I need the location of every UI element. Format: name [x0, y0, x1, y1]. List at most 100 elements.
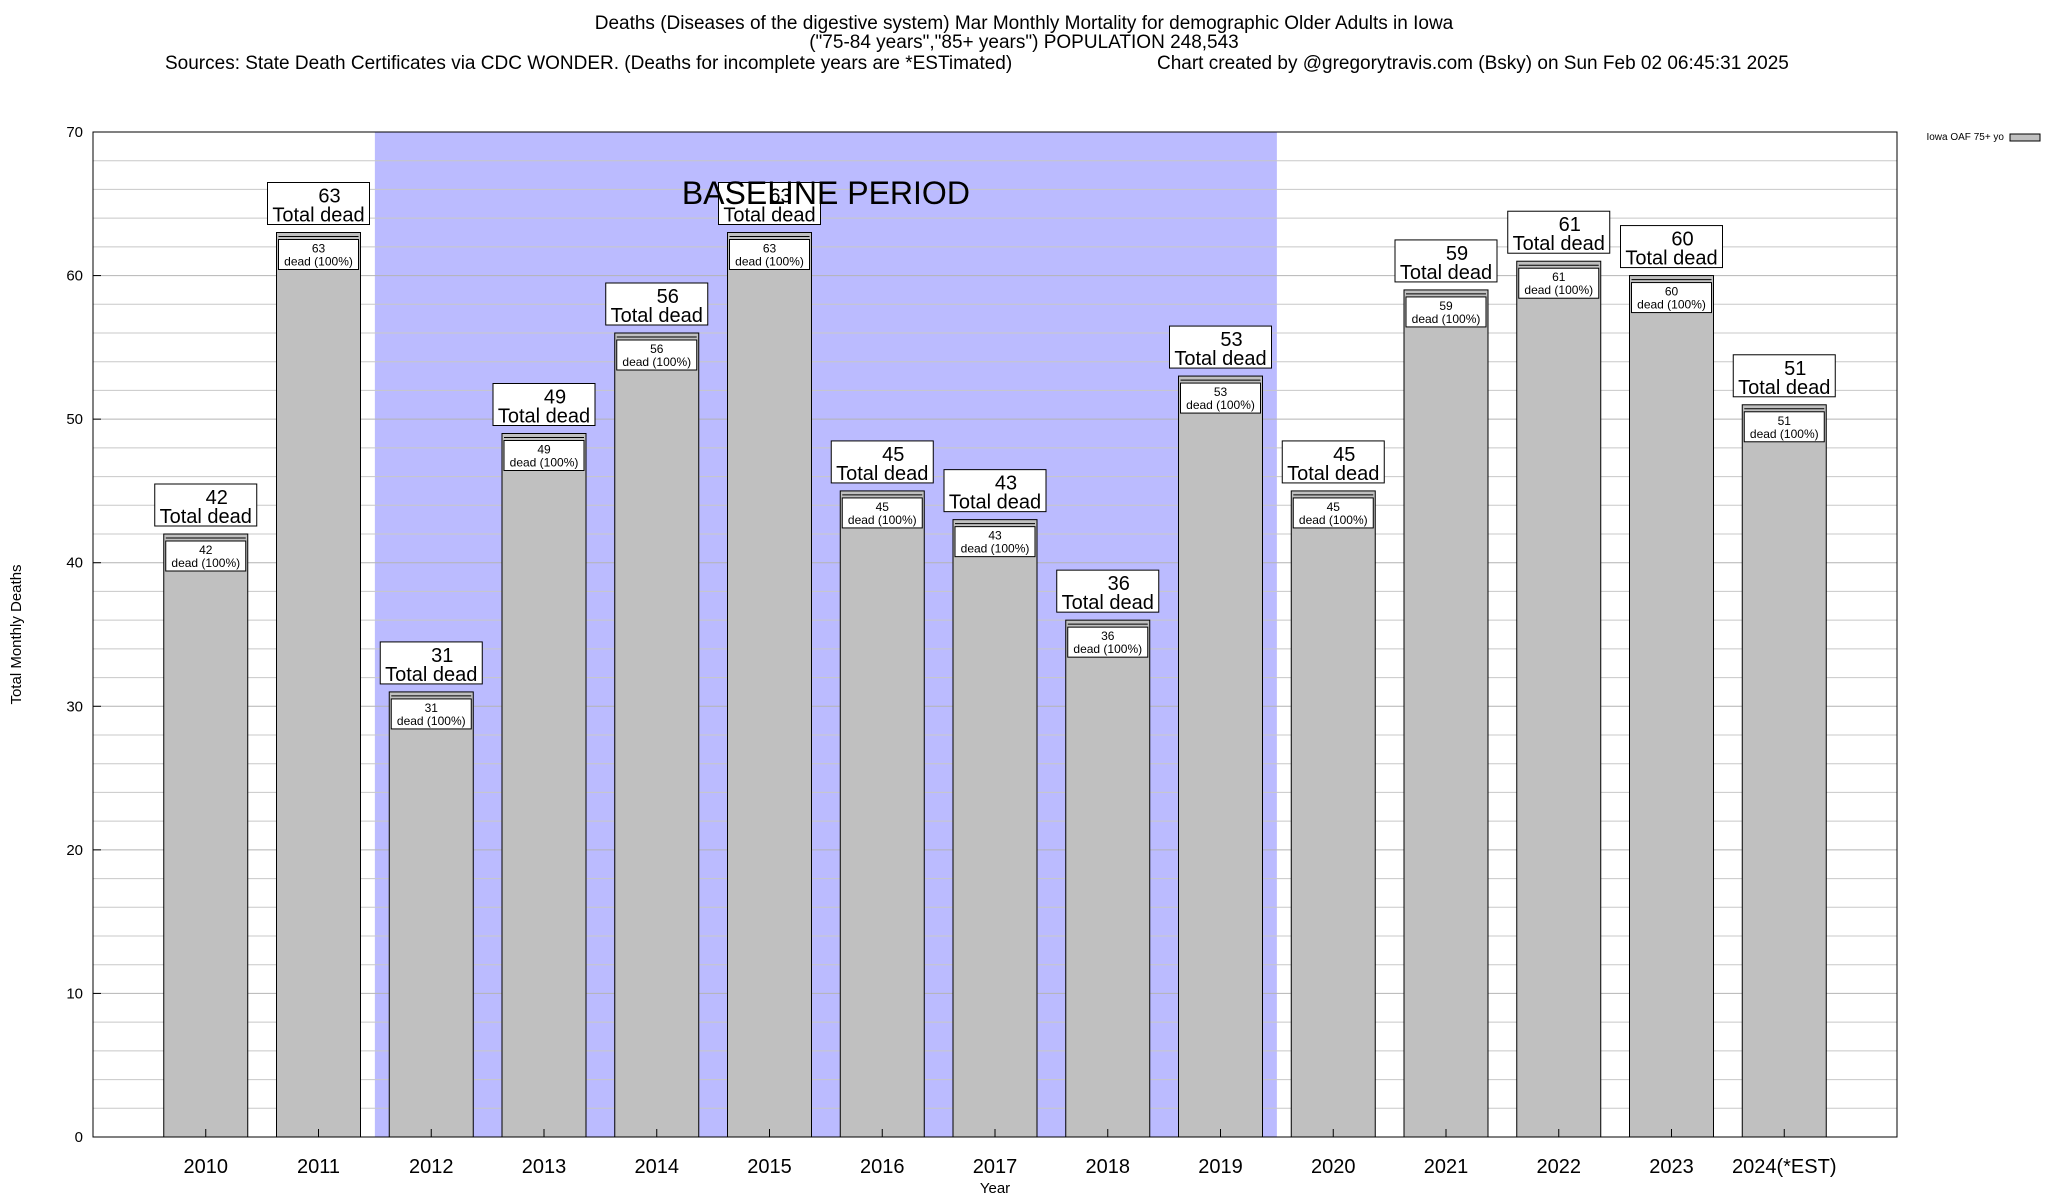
inner-value-label: 45 — [876, 500, 890, 514]
inner-percent-label: dead (100%) — [1750, 427, 1819, 441]
y-tick-label: 20 — [66, 842, 83, 859]
inner-percent-label: dead (100%) — [1299, 513, 1368, 527]
x-tick-label: 2012 — [409, 1156, 454, 1178]
total-dead-label: Total dead — [385, 664, 477, 686]
total-value-label: 59 — [1446, 243, 1468, 265]
inner-value-label: 45 — [1327, 500, 1341, 514]
credit-text: Chart created by @gregorytravis.com (Bsk… — [1157, 53, 1789, 74]
total-value-label: 63 — [318, 186, 340, 208]
chart-title-line-2: ("75-84 years","85+ years") POPULATION 2… — [809, 32, 1239, 53]
total-dead-label: Total dead — [723, 205, 815, 227]
inner-label-box — [503, 440, 585, 471]
bar-2017 — [952, 519, 1038, 1138]
bar-2013 — [501, 433, 587, 1138]
total-label-box — [718, 182, 821, 225]
x-tick-label: 2024(*EST) — [1732, 1156, 1837, 1178]
inner-value-label: 59 — [1439, 299, 1453, 313]
total-dead-label: Total dead — [272, 205, 364, 227]
sources-text: Sources: State Death Certificates via CD… — [165, 53, 1013, 74]
inner-percent-label: dead (100%) — [848, 513, 917, 527]
inner-value-label: 53 — [1214, 385, 1228, 399]
total-label-box — [1281, 440, 1385, 484]
total-value-label: 45 — [1333, 444, 1355, 466]
y-tick-label: 70 — [66, 124, 83, 141]
x-tick-label: 2019 — [1198, 1156, 1243, 1178]
total-value-label: 43 — [995, 473, 1017, 495]
x-tick-label: 2013 — [522, 1156, 567, 1178]
bar-2011 — [276, 232, 361, 1138]
total-dead-label: Total dead — [1062, 592, 1154, 614]
total-dead-label: Total dead — [949, 492, 1041, 514]
inner-value-label: 63 — [312, 242, 326, 256]
inner-label-box — [165, 540, 247, 572]
total-label-box — [154, 483, 258, 527]
inner-label-box — [729, 239, 810, 270]
total-value-label: 31 — [431, 645, 453, 667]
inner-percent-label: dead (100%) — [284, 255, 353, 269]
bar-2016 — [839, 490, 925, 1138]
total-value-label: 60 — [1671, 229, 1693, 251]
inner-label-box — [1180, 382, 1261, 414]
x-tick-label: 2016 — [860, 1156, 905, 1178]
total-label-box — [830, 440, 934, 484]
total-dead-label: Total dead — [1400, 262, 1492, 284]
total-label-box — [1507, 210, 1611, 254]
inner-label-box — [1067, 626, 1149, 658]
plot-frame — [92, 131, 1898, 1138]
inner-percent-label: dead (100%) — [1186, 398, 1255, 412]
total-label-box — [1056, 569, 1160, 613]
inner-value-label: 51 — [1778, 414, 1792, 428]
total-dead-label: Total dead — [498, 406, 590, 428]
bar-2021 — [1403, 289, 1489, 1138]
y-tick-label: 30 — [66, 698, 83, 715]
inner-percent-label: dead (100%) — [622, 355, 691, 369]
x-tick-label: 2017 — [973, 1156, 1018, 1178]
x-tick-label: 2018 — [1086, 1156, 1131, 1178]
inner-percent-label: dead (100%) — [961, 542, 1030, 556]
bar-2023 — [1629, 275, 1714, 1138]
bar-2020 — [1290, 490, 1376, 1138]
y-tick-label: 10 — [66, 985, 83, 1002]
total-value-label: 53 — [1220, 329, 1242, 351]
total-value-label: 61 — [1559, 214, 1581, 236]
inner-percent-label: dead (100%) — [1412, 312, 1481, 326]
total-dead-label: Total dead — [611, 305, 703, 327]
total-value-label: 36 — [1108, 573, 1130, 595]
x-tick-label: 2014 — [635, 1156, 680, 1178]
inner-value-label: 42 — [199, 543, 213, 557]
x-tick-label: 2020 — [1311, 1156, 1356, 1178]
inner-label-box — [1518, 267, 1600, 299]
total-dead-label: Total dead — [1287, 463, 1379, 485]
y-axis-label: Total Monthly Deaths — [8, 564, 25, 704]
inner-value-label: 36 — [1101, 629, 1115, 643]
chart-title: Deaths (Diseases of the digestive system… — [0, 14, 2048, 52]
bar-2022 — [1516, 260, 1602, 1138]
inner-percent-label: dead (100%) — [1524, 283, 1593, 297]
baseline-period-label: BASELINE PERIOD — [682, 175, 970, 211]
bar-2018 — [1065, 619, 1151, 1138]
inner-value-label: 61 — [1552, 270, 1566, 284]
legend-label: Iowa OAF 75+ yo — [1926, 132, 2004, 143]
inner-value-label: 43 — [988, 529, 1002, 543]
inner-value-label: 56 — [650, 342, 664, 356]
bar-2012 — [388, 691, 474, 1138]
total-label-box — [1394, 239, 1498, 283]
bar-2010 — [163, 533, 249, 1138]
y-tick-label: 50 — [66, 411, 83, 428]
inner-percent-label: dead (100%) — [397, 714, 466, 728]
total-label-box — [379, 641, 483, 685]
total-label-box — [605, 282, 709, 326]
total-dead-label: Total dead — [1174, 348, 1266, 370]
x-tick-label: 2022 — [1537, 1156, 1582, 1178]
total-value-label: 56 — [657, 286, 679, 308]
bar-2019 — [1178, 375, 1263, 1138]
total-dead-label: Total dead — [1513, 233, 1605, 255]
total-value-label: 42 — [206, 487, 228, 509]
inner-label-box — [1743, 411, 1825, 443]
total-label-box — [1620, 225, 1723, 269]
inner-label-box — [841, 497, 923, 529]
legend-swatch — [2009, 133, 2041, 142]
total-label-box — [1169, 325, 1272, 369]
total-label-box — [1732, 354, 1836, 398]
inner-percent-label: dead (100%) — [1073, 642, 1142, 656]
